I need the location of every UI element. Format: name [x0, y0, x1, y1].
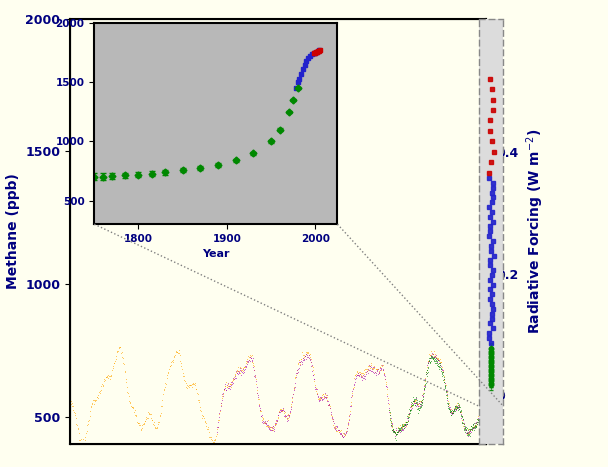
Y-axis label: Radiative Forcing (W m$^{-2}$): Radiative Forcing (W m$^{-2}$) [524, 128, 545, 334]
X-axis label: Year: Year [202, 249, 230, 260]
Y-axis label: Methane (ppb): Methane (ppb) [5, 173, 19, 289]
